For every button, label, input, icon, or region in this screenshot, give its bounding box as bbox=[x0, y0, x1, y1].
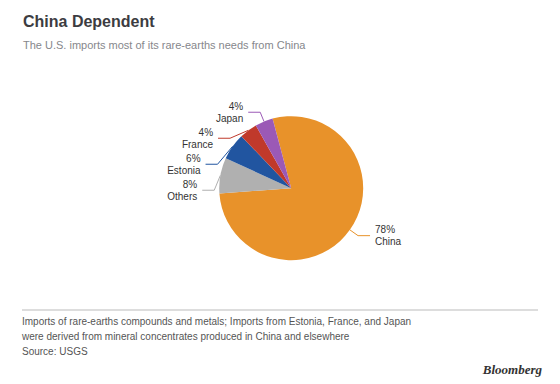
svg-text:China: China bbox=[375, 236, 402, 247]
svg-text:4%: 4% bbox=[199, 127, 214, 138]
svg-text:China Dependent: China Dependent bbox=[23, 13, 155, 30]
svg-text:8%: 8% bbox=[183, 179, 198, 190]
svg-text:The U.S. imports most of its r: The U.S. imports most of its rare-earths… bbox=[23, 39, 306, 51]
svg-text:Others: Others bbox=[167, 191, 197, 202]
svg-text:6%: 6% bbox=[186, 153, 201, 164]
svg-text:4%: 4% bbox=[229, 101, 244, 112]
svg-text:Japan: Japan bbox=[216, 113, 243, 124]
svg-text:Source: USGS: Source: USGS bbox=[22, 346, 88, 357]
svg-text:Bloomberg: Bloomberg bbox=[482, 362, 543, 377]
svg-text:Imports of rare-earths compoun: Imports of rare-earths compounds and met… bbox=[22, 316, 411, 327]
svg-text:Estonia: Estonia bbox=[167, 165, 201, 176]
svg-text:France: France bbox=[182, 139, 214, 150]
svg-text:78%: 78% bbox=[375, 224, 395, 235]
svg-text:were derived from mineral conc: were derived from mineral concentrates p… bbox=[21, 331, 350, 342]
